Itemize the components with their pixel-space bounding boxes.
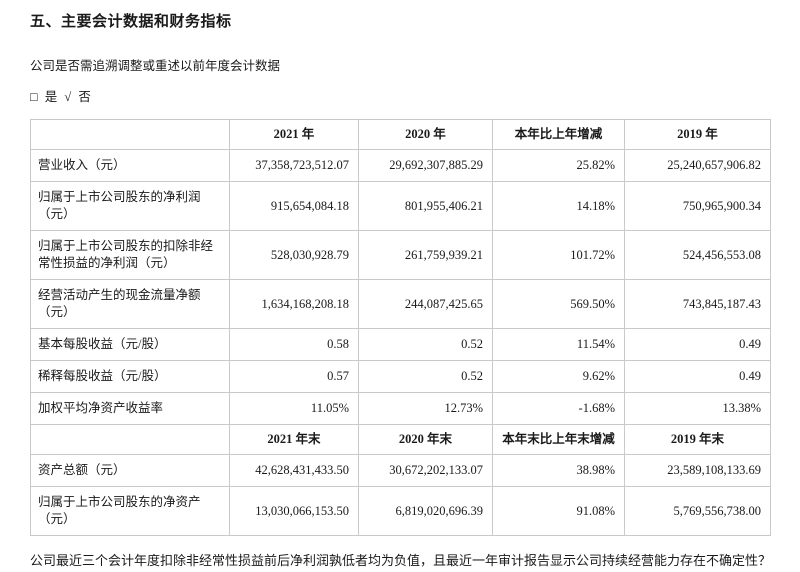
cell-value: 25.82%: [492, 149, 625, 182]
cell-value: 6,819,020,696.39: [358, 486, 493, 536]
check-icon: √: [64, 90, 72, 104]
cell-value: 25,240,657,906.82: [624, 149, 771, 182]
table-row-net-profit-excl-nonrecurring: 归属于上市公司股东的扣除非经常性损益的净利润（元） 528,030,928.79…: [30, 230, 771, 280]
table-row-net-assets: 归属于上市公司股东的净资产（元） 13,030,066,153.50 6,819…: [30, 486, 771, 536]
yearend-header-row: 2021 年末 2020 年末 本年末比上年末增减 2019 年末: [30, 424, 771, 455]
cell-value: 915,654,084.18: [229, 181, 359, 231]
header-yearend-2021: 2021 年末: [229, 424, 359, 455]
cell-value: 13.38%: [624, 392, 771, 425]
yes-no-choice: □ 是 √ 否: [30, 86, 770, 105]
cell-value: 101.72%: [492, 230, 625, 280]
cell-value: 5,769,556,738.00: [624, 486, 771, 536]
table-row-operating-cash-flow: 经营活动产生的现金流量净额（元） 1,634,168,208.18 244,08…: [30, 279, 771, 329]
cell-value: 9.62%: [492, 360, 625, 393]
cell-value: 801,955,406.21: [358, 181, 493, 231]
cell-value: 11.54%: [492, 328, 625, 361]
header-empty-cell: [30, 119, 230, 150]
row-label: 归属于上市公司股东的净资产（元）: [30, 486, 230, 536]
cell-value: 23,589,108,133.69: [624, 454, 771, 487]
cell-value: 0.52: [358, 360, 493, 393]
financial-indicators-table: 2021 年 2020 年 本年比上年增减 2019 年 营业收入（元） 37,…: [30, 119, 771, 536]
cell-value: 11.05%: [229, 392, 359, 425]
row-label: 资产总额（元）: [30, 454, 230, 487]
cell-value: 12.73%: [358, 392, 493, 425]
section-title: 五、主要会计数据和财务指标: [30, 13, 232, 30]
table-row-net-profit: 归属于上市公司股东的净利润（元） 915,654,084.18 801,955,…: [30, 181, 771, 231]
row-label: 加权平均净资产收益率: [30, 392, 230, 425]
cell-value: 524,456,553.08: [624, 230, 771, 280]
cell-value: 0.52: [358, 328, 493, 361]
checkbox-unchecked-icon: □: [30, 90, 38, 104]
cell-value: 261,759,939.21: [358, 230, 493, 280]
cell-value: 29,692,307,885.29: [358, 149, 493, 182]
cell-value: 0.58: [229, 328, 359, 361]
cell-value: -1.68%: [492, 392, 625, 425]
cell-value: 743,845,187.43: [624, 279, 771, 329]
row-label: 经营活动产生的现金流量净额（元）: [30, 279, 230, 329]
table-row-basic-eps: 基本每股收益（元/股） 0.58 0.52 11.54% 0.49: [30, 328, 771, 361]
cell-value: 528,030,928.79: [229, 230, 359, 280]
table-row-revenue: 营业收入（元） 37,358,723,512.07 29,692,307,885…: [30, 149, 771, 182]
header-year-2019: 2019 年: [624, 119, 771, 150]
annual-header-row: 2021 年 2020 年 本年比上年增减 2019 年: [30, 119, 771, 150]
table-row-weighted-avg-roe: 加权平均净资产收益率 11.05% 12.73% -1.68% 13.38%: [30, 392, 771, 425]
header-yoy-change: 本年比上年增减: [492, 119, 625, 150]
cell-value: 569.50%: [492, 279, 625, 329]
header-yearend-2019: 2019 年末: [624, 424, 771, 455]
table-row-total-assets: 资产总额（元） 42,628,431,433.50 30,672,202,133…: [30, 454, 771, 487]
cell-value: 750,965,900.34: [624, 181, 771, 231]
header-empty-cell: [30, 424, 230, 455]
cell-value: 37,358,723,512.07: [229, 149, 359, 182]
header-year-2020: 2020 年: [358, 119, 493, 150]
table-row-diluted-eps: 稀释每股收益（元/股） 0.57 0.52 9.62% 0.49: [30, 360, 771, 393]
cell-value: 14.18%: [492, 181, 625, 231]
header-year-2021: 2021 年: [229, 119, 359, 150]
row-label: 归属于上市公司股东的扣除非经常性损益的净利润（元）: [30, 230, 230, 280]
cell-value: 42,628,431,433.50: [229, 454, 359, 487]
cell-value: 0.57: [229, 360, 359, 393]
footer-note: 公司最近三个会计年度扣除非经常性损益前后净利润孰低者均为负值，且最近一年审计报告…: [30, 553, 772, 568]
yes-label: 是: [44, 90, 58, 104]
cell-value: 1,634,168,208.18: [229, 279, 359, 329]
header-yearend-change: 本年末比上年末增减: [492, 424, 625, 455]
cell-value: 91.08%: [492, 486, 625, 536]
row-label: 归属于上市公司股东的净利润（元）: [30, 181, 230, 231]
cell-value: 0.49: [624, 360, 771, 393]
cell-value: 38.98%: [492, 454, 625, 487]
row-label: 营业收入（元）: [30, 149, 230, 182]
cell-value: 30,672,202,133.07: [358, 454, 493, 487]
cell-value: 0.49: [624, 328, 771, 361]
row-label: 稀释每股收益（元/股）: [30, 360, 230, 393]
no-label: 否: [78, 90, 91, 104]
row-label: 基本每股收益（元/股）: [30, 328, 230, 361]
cell-value: 244,087,425.65: [358, 279, 493, 329]
restatement-question: 公司是否需追溯调整或重述以前年度会计数据: [30, 59, 281, 73]
cell-value: 13,030,066,153.50: [229, 486, 359, 536]
header-yearend-2020: 2020 年末: [358, 424, 493, 455]
